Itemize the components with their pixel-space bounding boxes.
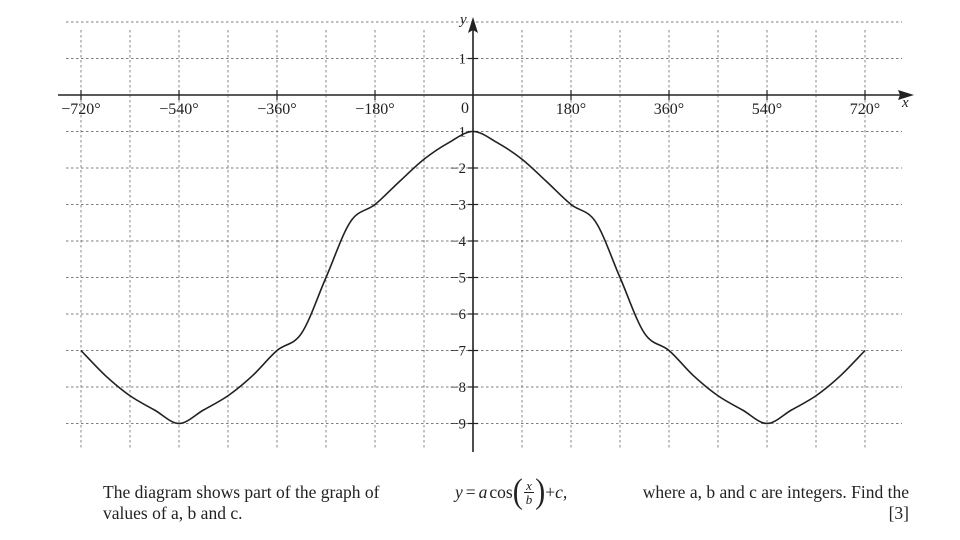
eq-equals: =: [465, 482, 476, 502]
x-axis-label: x: [901, 95, 909, 111]
eq-numerator: x: [524, 477, 534, 493]
x-tick-label: 540°: [752, 101, 782, 118]
question-line-2: values of a, b and c.: [103, 503, 243, 523]
x-tick-label: −540°: [159, 101, 198, 118]
cosine-graph: x y 0 −720° −540° −360° −180° 180° 360° 540° 720° 1…: [58, 12, 914, 452]
cosine-curve: [80, 130, 866, 425]
y-tick-label: −9: [450, 417, 466, 433]
y-tick-label: −2: [450, 161, 466, 177]
y-axis-label: y: [458, 12, 467, 28]
marks-label: [3]: [888, 503, 909, 523]
eq-denominator: b: [525, 491, 533, 507]
eq-open-paren: (: [512, 472, 523, 511]
y-tick-label: −5: [450, 271, 466, 287]
y-tick-label: 1: [459, 52, 467, 68]
y-tick-label: −8: [450, 380, 466, 396]
x-tick-label: 360°: [654, 101, 684, 118]
x-tick-label: 180°: [556, 101, 586, 118]
eq-fraction: x b: [524, 479, 535, 506]
question-text: The diagram shows part of the graph of y…: [103, 472, 909, 523]
eq-lhs: y: [454, 482, 463, 502]
y-tick-label: 1: [459, 125, 467, 141]
eq-cos: cos: [489, 482, 513, 502]
y-axis-arrow: [468, 17, 478, 33]
axes: [58, 17, 914, 452]
x-axis-arrow: [898, 90, 914, 100]
y-tick-label: −6: [450, 307, 466, 323]
question-continuation: where a, b and c are integers. Find the: [642, 482, 909, 502]
question-intro: The diagram shows part of the graph of: [103, 482, 380, 502]
x-tick-label: 720°: [850, 101, 880, 118]
eq-close-paren: ): [535, 472, 546, 511]
equation: y = a cos ( x b ) + c,: [454, 472, 568, 511]
x-tick-label: −720°: [61, 101, 100, 118]
tick-labels: x y 0 −720° −540° −360° −180° 180° 360° 540° 720° 1…: [61, 12, 909, 433]
origin-label: 0: [461, 100, 469, 117]
x-tick-label: −360°: [257, 101, 296, 118]
y-tick-label: −7: [450, 344, 466, 360]
grid-lines: [66, 21, 902, 448]
y-tick-label: −3: [450, 198, 466, 214]
eq-c: c,: [555, 482, 568, 502]
x-tick-label: −180°: [355, 101, 394, 118]
y-tick-label: −4: [450, 234, 466, 250]
eq-a: a: [478, 482, 488, 502]
eq-plus: +: [545, 482, 556, 502]
